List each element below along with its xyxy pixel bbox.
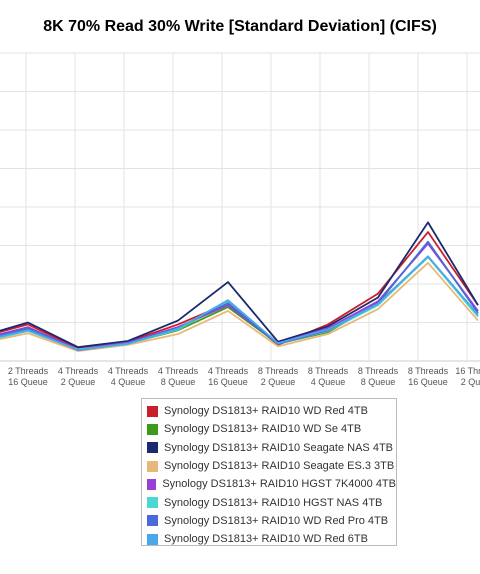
legend-swatch	[147, 478, 157, 490]
x-tick-label: 4 Queue	[311, 377, 346, 387]
x-tick-label: 16 Threads	[455, 366, 480, 376]
legend-swatch	[147, 460, 158, 472]
chart-title: 8K 70% Read 30% Write [Standard Deviatio…	[43, 18, 437, 35]
legend-label: Synology DS1813+ RAID10 WD Se 4TB	[164, 423, 362, 436]
series-line-6	[0, 256, 479, 351]
x-tick-label: 16 Queue	[8, 377, 48, 387]
series-line-2	[0, 256, 479, 352]
series-line-4	[0, 261, 479, 352]
legend-label: Synology DS1813+ RAID10 HGST NAS 4TB	[164, 496, 383, 509]
legend-swatch	[147, 423, 158, 435]
x-tick-label: 4 Queue	[111, 377, 146, 387]
legend-label: Synology DS1813+ RAID10 HGST 7K4000 4TB	[162, 478, 396, 491]
x-tick-label: 4 Threads	[158, 366, 199, 376]
legend-swatch	[147, 533, 158, 545]
x-tick-label: 4 Threads	[108, 366, 149, 376]
x-tick-label: 8 Threads	[408, 366, 449, 376]
legend: Synology DS1813+ RAID10 WD Red 4TB Synolo…	[141, 398, 397, 546]
legend-label: Synology DS1813+ RAID10 WD Red 4TB	[164, 405, 368, 418]
legend-swatch	[147, 442, 158, 454]
series-lines	[0, 221, 479, 352]
x-tick-label: 4 Threads	[208, 366, 249, 376]
legend-swatch	[147, 405, 158, 417]
x-tick-label: 8 Threads	[358, 366, 399, 376]
x-tick-label: 8 Queue	[161, 377, 196, 387]
x-tick-label: 4 Threads	[58, 366, 99, 376]
x-tick-label: 8 Threads	[308, 366, 349, 376]
legend-item[interactable]: Synology DS1813+ RAID10 WD Red Pro 4TB	[147, 512, 396, 530]
x-tick-label: 16 Queue	[408, 377, 448, 387]
x-tick-label: 2 Queue	[261, 377, 296, 387]
series-line-3	[0, 221, 479, 349]
series-line-8	[0, 255, 479, 351]
x-tick-label: 8 Threads	[258, 366, 299, 376]
legend-label: Synology DS1813+ RAID10 Seagate NAS 4TB	[164, 441, 393, 454]
legend-item[interactable]: Synology DS1813+ RAID10 WD Red 4TB	[147, 402, 396, 420]
legend-item[interactable]: Synology DS1813+ RAID10 Seagate NAS 4TB	[147, 439, 396, 457]
x-tick-label: 2 Threads	[8, 366, 49, 376]
legend-swatch	[147, 497, 158, 509]
legend-label: Synology DS1813+ RAID10 WD Red 6TB	[164, 533, 368, 546]
legend-label: Synology DS1813+ RAID10 Seagate ES.3 3TB	[164, 460, 395, 473]
legend-item[interactable]: Synology DS1813+ RAID10 HGST NAS 4TB	[147, 493, 396, 511]
legend-item[interactable]: Synology DS1813+ RAID10 HGST 7K4000 4TB	[147, 475, 396, 493]
series-line-1	[0, 231, 479, 350]
legend-item[interactable]: Synology DS1813+ RAID10 WD Red 6TB	[147, 530, 396, 548]
x-tick-label: 8 Queue	[361, 377, 396, 387]
x-tick-label: 16 Queue	[208, 377, 248, 387]
legend-label: Synology DS1813+ RAID10 WD Red Pro 4TB	[164, 514, 389, 527]
legend-item[interactable]: Synology DS1813+ RAID10 Seagate ES.3 3TB	[147, 457, 396, 475]
x-tick-label: 2 Queue	[461, 377, 480, 387]
x-tick-label: 2 Queue	[61, 377, 96, 387]
legend-item[interactable]: Synology DS1813+ RAID10 WD Se 4TB	[147, 420, 396, 438]
legend-swatch	[147, 515, 158, 527]
